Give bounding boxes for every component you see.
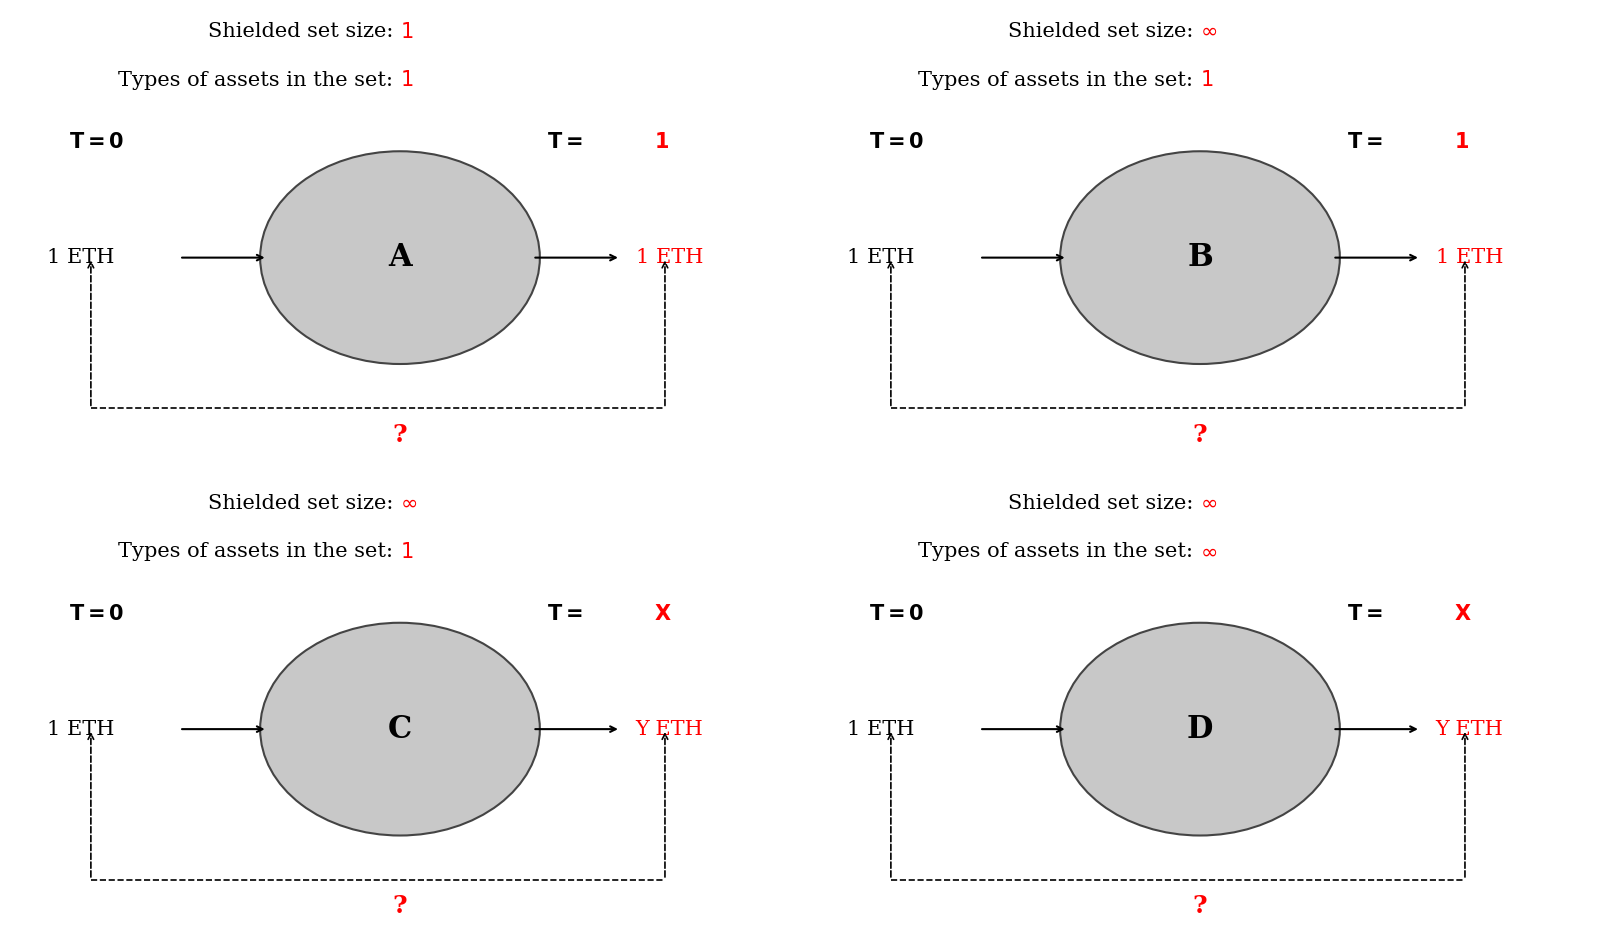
Text: $\mathbf{T = 0}$: $\mathbf{T = 0}$ bbox=[869, 132, 925, 153]
Text: ?: ? bbox=[1192, 422, 1208, 447]
Text: Types of assets in the set:: Types of assets in the set: bbox=[918, 542, 1200, 561]
Text: Types of assets in the set:: Types of assets in the set: bbox=[118, 542, 400, 561]
Text: $\mathbf{T = 0}$: $\mathbf{T = 0}$ bbox=[69, 604, 125, 624]
Text: 1 ETH: 1 ETH bbox=[846, 720, 914, 738]
Text: ${\infty}$: ${\infty}$ bbox=[1200, 542, 1218, 561]
Text: 1 ETH: 1 ETH bbox=[1435, 248, 1502, 267]
Text: A: A bbox=[389, 242, 411, 273]
Text: 1 ETH: 1 ETH bbox=[635, 248, 702, 267]
Text: C: C bbox=[387, 714, 413, 745]
Text: Shielded set size:: Shielded set size: bbox=[1008, 22, 1200, 41]
Text: 1 ETH: 1 ETH bbox=[46, 248, 114, 267]
Text: $\mathbf{T = }$: $\mathbf{T = }$ bbox=[547, 604, 582, 624]
Ellipse shape bbox=[261, 622, 539, 835]
Text: ?: ? bbox=[392, 422, 408, 447]
Text: Y ETH: Y ETH bbox=[635, 720, 704, 738]
Text: $\mathbf{1}$: $\mathbf{1}$ bbox=[654, 132, 669, 153]
Text: Shielded set size:: Shielded set size: bbox=[208, 493, 400, 513]
Text: 1 ETH: 1 ETH bbox=[846, 248, 914, 267]
Text: D: D bbox=[1187, 714, 1213, 745]
Text: $\mathbf{T = }$: $\mathbf{T = }$ bbox=[1347, 604, 1382, 624]
Text: ?: ? bbox=[392, 894, 408, 918]
Text: ${\infty}$: ${\infty}$ bbox=[400, 493, 418, 513]
Text: ${1}$: ${1}$ bbox=[400, 542, 413, 562]
Text: $\mathbf{T = }$: $\mathbf{T = }$ bbox=[547, 132, 582, 153]
Text: Y ETH: Y ETH bbox=[1435, 720, 1504, 738]
Ellipse shape bbox=[1061, 622, 1339, 835]
Text: 1 ETH: 1 ETH bbox=[46, 720, 114, 738]
Text: $\mathbf{X}$: $\mathbf{X}$ bbox=[654, 604, 672, 624]
Ellipse shape bbox=[1061, 151, 1339, 364]
Text: ${\infty}$: ${\infty}$ bbox=[1200, 22, 1218, 41]
Text: Types of assets in the set:: Types of assets in the set: bbox=[118, 71, 400, 90]
Text: Types of assets in the set:: Types of assets in the set: bbox=[918, 71, 1200, 90]
Text: $\mathbf{T = 0}$: $\mathbf{T = 0}$ bbox=[869, 604, 925, 624]
Text: $\mathbf{1}$: $\mathbf{1}$ bbox=[1454, 132, 1469, 153]
Text: ${1}$: ${1}$ bbox=[400, 22, 413, 41]
Text: ${1}$: ${1}$ bbox=[1200, 71, 1213, 91]
Ellipse shape bbox=[261, 151, 539, 364]
Text: ${\infty}$: ${\infty}$ bbox=[1200, 493, 1218, 513]
Text: ?: ? bbox=[1192, 894, 1208, 918]
Text: $\mathbf{T = 0}$: $\mathbf{T = 0}$ bbox=[69, 132, 125, 153]
Text: $\mathbf{T = }$: $\mathbf{T = }$ bbox=[1347, 132, 1382, 153]
Text: Shielded set size:: Shielded set size: bbox=[208, 22, 400, 41]
Text: ${1}$: ${1}$ bbox=[400, 71, 413, 91]
Text: B: B bbox=[1187, 242, 1213, 273]
Text: Shielded set size:: Shielded set size: bbox=[1008, 493, 1200, 513]
Text: $\mathbf{X}$: $\mathbf{X}$ bbox=[1454, 604, 1472, 624]
